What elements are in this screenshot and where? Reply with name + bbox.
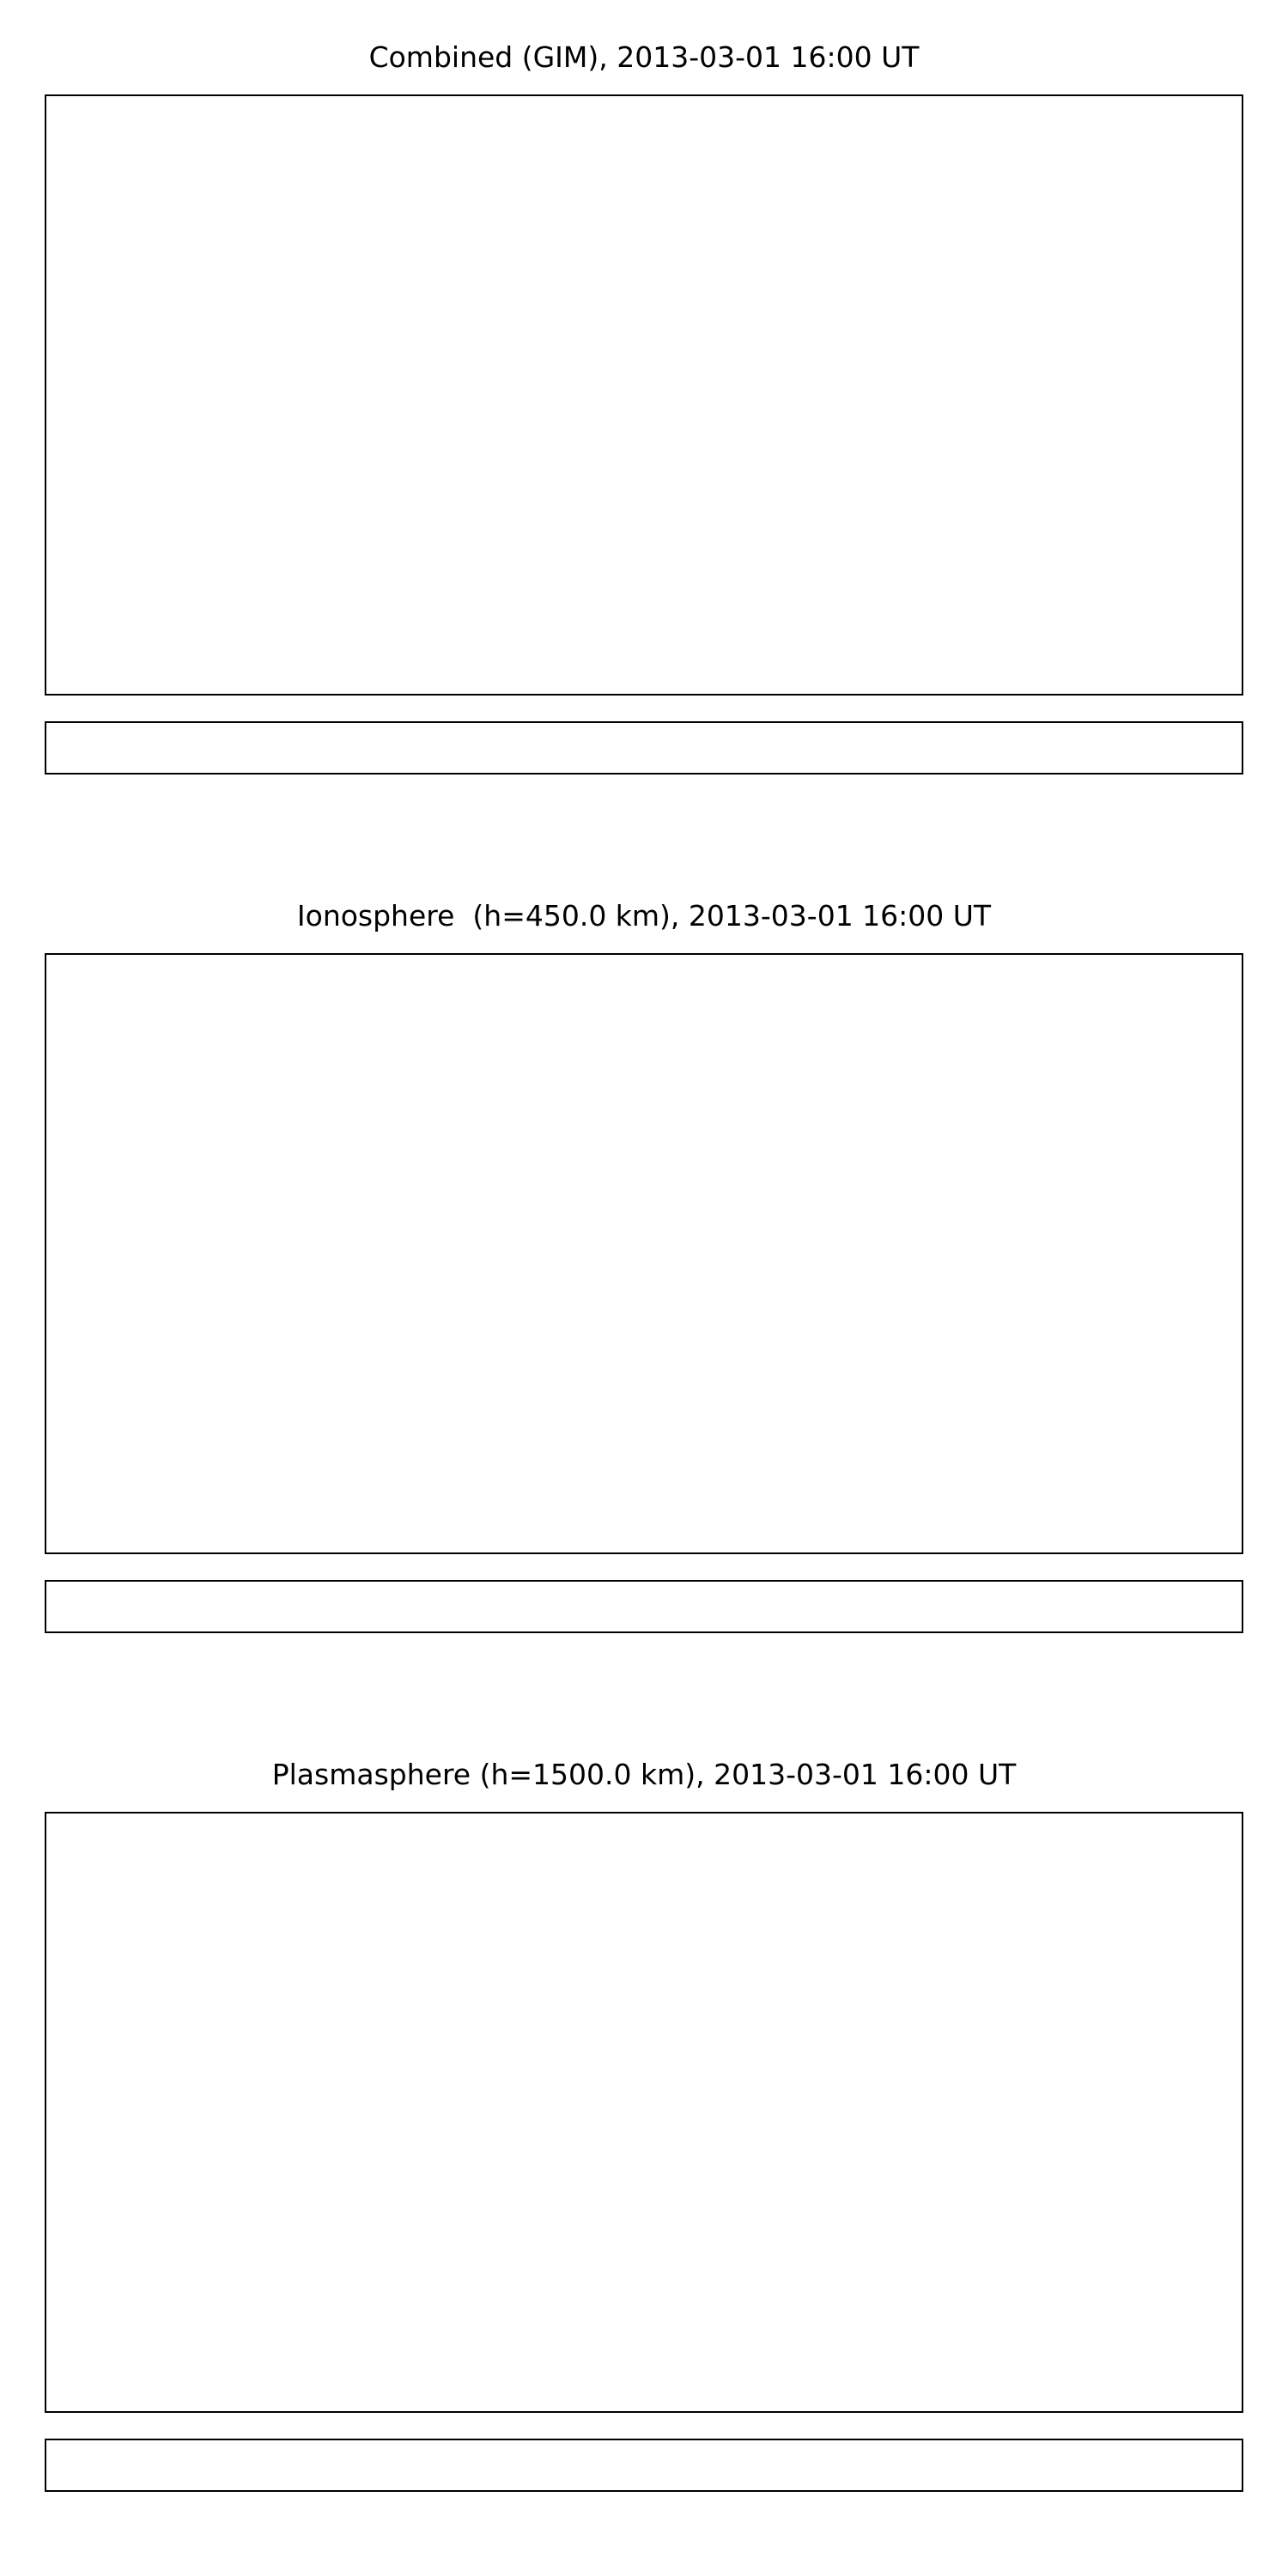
panel-combined-gim: Combined (GIM), 2013-03-01 16:00 UT — [0, 0, 1288, 859]
colorbar — [45, 721, 1243, 775]
map-combined — [45, 94, 1243, 696]
colorbar-tick-row — [45, 778, 1240, 816]
coastlines-overlay — [46, 1814, 1242, 2411]
colorbar-tick-row — [45, 1637, 1240, 1674]
panel-plasmasphere: Plasmasphere (h=1500.0 km), 2013-03-01 1… — [0, 1717, 1288, 2576]
coastlines-overlay — [46, 96, 1242, 694]
colorbar — [45, 1580, 1243, 1633]
panel-title: Combined (GIM), 2013-03-01 16:00 UT — [368, 40, 920, 74]
panel-ionosphere: Ionosphere (h=450.0 km), 2013-03-01 16:0… — [0, 859, 1288, 1717]
panel-title: Ionosphere (h=450.0 km), 2013-03-01 16:0… — [296, 899, 992, 933]
contour-map-canvas — [46, 96, 1242, 694]
colorbar — [45, 2439, 1243, 2492]
panel-title: Plasmasphere (h=1500.0 km), 2013-03-01 1… — [271, 1758, 1017, 1791]
map-ionosphere — [45, 953, 1243, 1554]
colorbar-tick-row — [45, 2495, 1240, 2533]
contour-map-canvas — [46, 1814, 1242, 2411]
map-plasmasphere — [45, 1812, 1243, 2413]
coastlines-overlay — [46, 955, 1242, 1552]
contour-map-canvas — [46, 955, 1242, 1552]
